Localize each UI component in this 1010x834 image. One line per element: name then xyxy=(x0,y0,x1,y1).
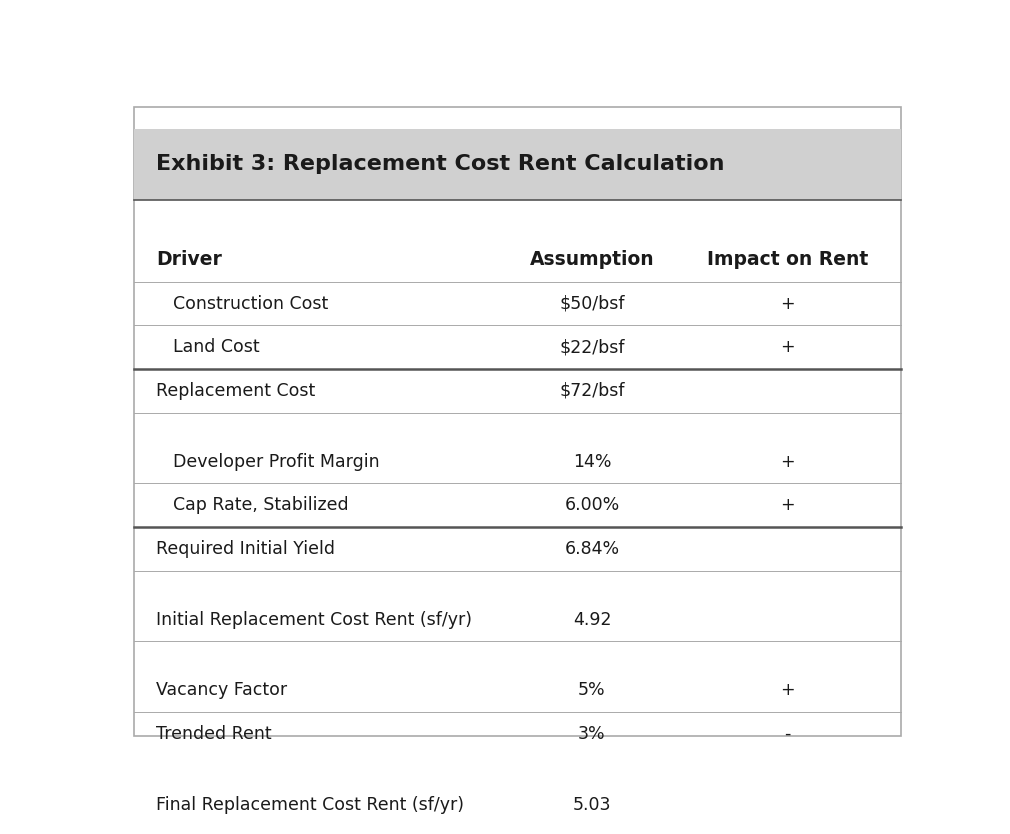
Bar xyxy=(134,129,901,199)
Text: 5.03: 5.03 xyxy=(573,796,611,813)
Text: +: + xyxy=(781,339,795,356)
Text: -: - xyxy=(785,725,791,743)
Text: Cap Rate, Stabilized: Cap Rate, Stabilized xyxy=(174,496,348,515)
Text: 6.84%: 6.84% xyxy=(565,540,619,558)
Text: $22/bsf: $22/bsf xyxy=(560,339,625,356)
Text: Land Cost: Land Cost xyxy=(174,339,260,356)
Text: +: + xyxy=(781,294,795,313)
Text: Construction Cost: Construction Cost xyxy=(174,294,328,313)
Text: 4.92: 4.92 xyxy=(573,610,611,629)
Text: 3%: 3% xyxy=(578,725,606,743)
Text: +: + xyxy=(781,681,795,699)
Text: Initial Replacement Cost Rent (sf/yr): Initial Replacement Cost Rent (sf/yr) xyxy=(156,610,472,629)
Text: $50/bsf: $50/bsf xyxy=(560,294,625,313)
Text: Developer Profit Margin: Developer Profit Margin xyxy=(174,453,380,470)
Text: Exhibit 3: Replacement Cost Rent Calculation: Exhibit 3: Replacement Cost Rent Calcula… xyxy=(156,154,724,174)
Text: +: + xyxy=(781,453,795,470)
Text: Trended Rent: Trended Rent xyxy=(156,725,272,743)
Text: Driver: Driver xyxy=(156,250,222,269)
Text: 5%: 5% xyxy=(578,681,606,699)
Text: Final Replacement Cost Rent (sf/yr): Final Replacement Cost Rent (sf/yr) xyxy=(156,796,464,813)
Text: 6.00%: 6.00% xyxy=(565,496,619,515)
Text: $72/bsf: $72/bsf xyxy=(560,382,625,400)
Text: 14%: 14% xyxy=(573,453,611,470)
Text: Replacement Cost: Replacement Cost xyxy=(156,382,315,400)
Text: Assumption: Assumption xyxy=(529,250,654,269)
Text: Impact on Rent: Impact on Rent xyxy=(707,250,869,269)
Text: Required Initial Yield: Required Initial Yield xyxy=(156,540,335,558)
Text: Vacancy Factor: Vacancy Factor xyxy=(156,681,287,699)
Text: +: + xyxy=(781,496,795,515)
